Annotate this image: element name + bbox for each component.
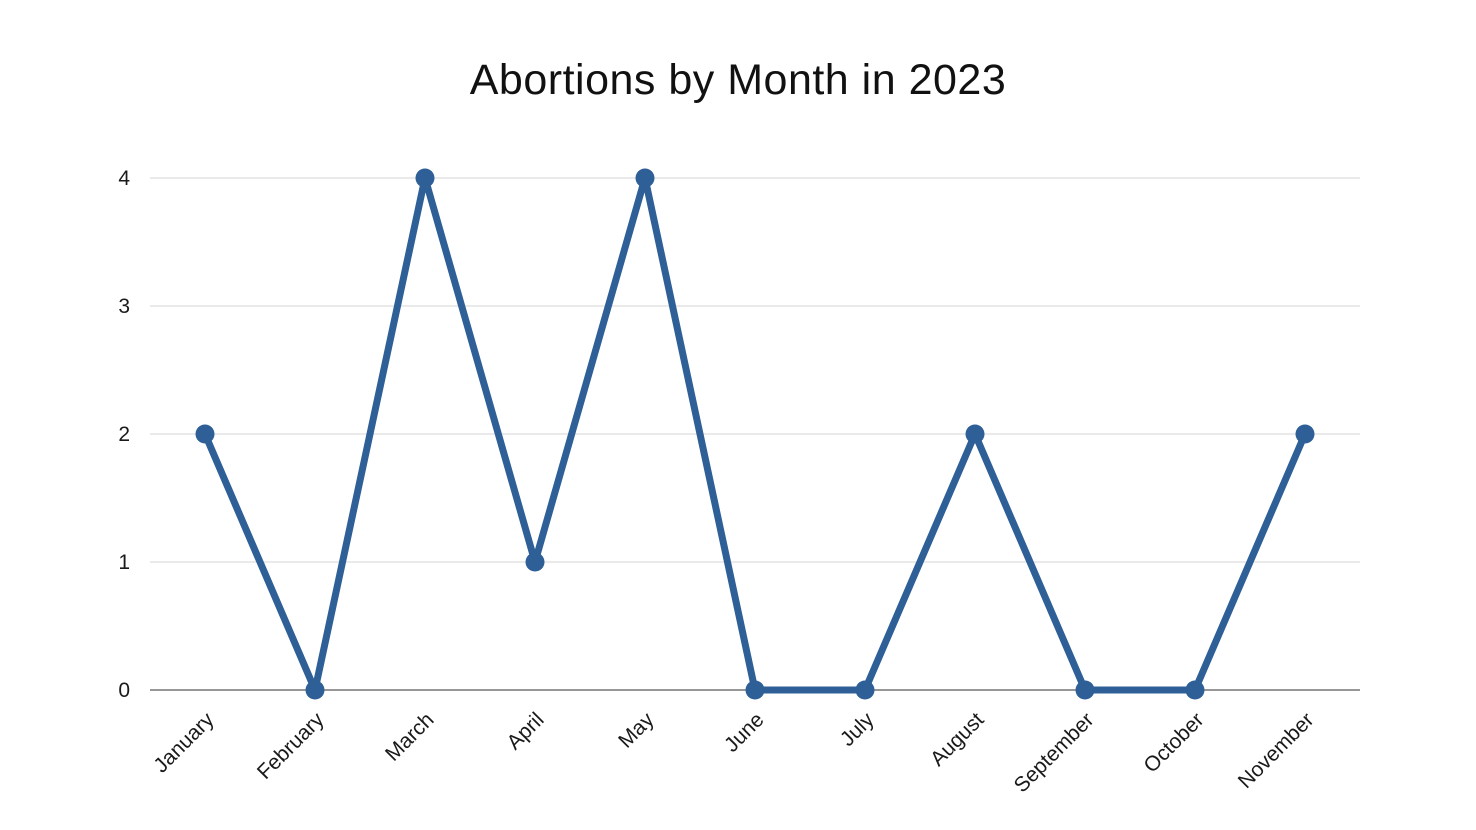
data-point-marker <box>195 424 215 444</box>
data-point-marker <box>415 168 435 188</box>
x-axis-tick-label: April <box>503 708 549 754</box>
x-axis-tick-label: November <box>1234 708 1319 793</box>
y-axis-tick-label: 0 <box>118 679 130 702</box>
x-axis-tick-label: June <box>720 708 768 756</box>
data-point-marker <box>305 680 325 700</box>
data-point-marker <box>1075 680 1095 700</box>
data-point-marker <box>1185 680 1205 700</box>
x-axis-tick-label: May <box>614 708 659 753</box>
y-axis-tick-label: 4 <box>118 167 130 190</box>
x-axis-tick-label: October <box>1139 708 1208 777</box>
y-axis-tick-label: 3 <box>118 295 130 318</box>
x-axis-tick-label: September <box>1010 708 1099 797</box>
x-axis-tick-label: January <box>149 708 218 777</box>
data-point-marker <box>965 424 985 444</box>
y-axis-tick-label: 2 <box>118 423 130 446</box>
data-point-marker <box>635 168 655 188</box>
data-point-marker <box>525 552 545 572</box>
y-axis-tick-label: 1 <box>118 551 130 574</box>
data-point-marker <box>745 680 765 700</box>
chart-title: Abortions by Month in 2023 <box>469 56 1007 104</box>
x-axis-tick-label: February <box>253 708 329 784</box>
x-axis-tick-label: July <box>836 708 879 751</box>
data-point-marker <box>1295 424 1315 444</box>
x-axis-tick-label: August <box>926 708 989 771</box>
x-axis-tick-label: March <box>381 708 439 766</box>
data-point-marker <box>855 680 875 700</box>
